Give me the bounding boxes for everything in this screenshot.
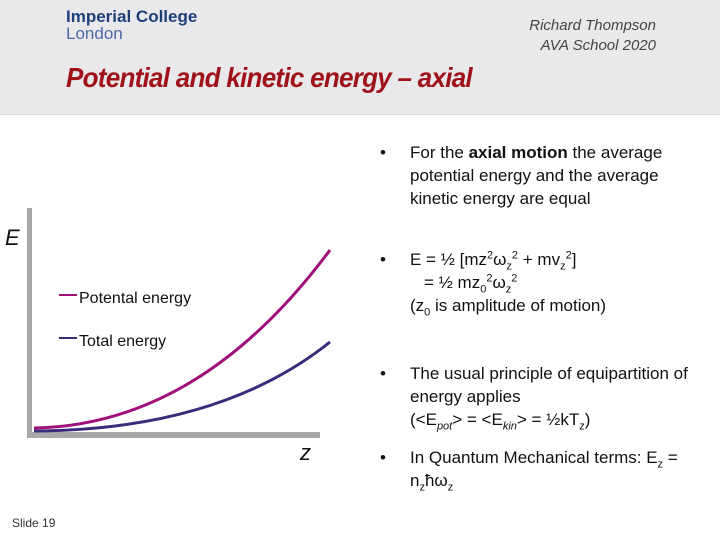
y-axis-label: E xyxy=(5,225,20,250)
author-name: Richard Thompson xyxy=(529,17,656,34)
legend-total-label: Total energy xyxy=(79,333,166,350)
slide-title: Potential and kinetic energy – axial xyxy=(66,62,473,93)
header-band xyxy=(0,0,720,115)
formula-line-3: (z0 is amplitude of motion) xyxy=(410,296,607,319)
bullet3-text: The usual principle of equipartition of … xyxy=(410,364,688,406)
bullet-axial-motion: • For the axial motion the average poten… xyxy=(380,141,710,210)
x-axis xyxy=(27,432,320,438)
formula-line-2: = ½ mz02ωz2 xyxy=(424,272,518,296)
author-block: Richard Thompson AVA School 2020 xyxy=(529,16,656,56)
slide-number: Slide 19 xyxy=(12,516,56,530)
bullet-energy-formula: • E = ½ [mz2ωz2 + mvz2] = ½ mz02ωz2 (z0 … xyxy=(380,248,710,319)
bullet-dot: • xyxy=(380,143,386,162)
bullet1-text-bold: axial motion xyxy=(468,143,568,162)
formula-line-1: E = ½ [mz2ωz2 + mvz2] xyxy=(410,249,577,273)
bullet1-text-pre: For the xyxy=(410,143,469,162)
bullet-dot: • xyxy=(380,250,386,269)
potential-energy-curve xyxy=(33,249,332,430)
bullet1-text-post: the average potential energy and the ave… xyxy=(410,143,663,208)
energy-chart: E z Potental energy Total energy xyxy=(5,208,332,465)
bullet-quantum: • In Quantum Mechanical terms: Ez = nzħω… xyxy=(380,446,710,494)
quantum-formula: In Quantum Mechanical terms: Ez = nzħωz xyxy=(410,448,678,494)
x-axis-label: z xyxy=(299,440,311,465)
legend-potential-label: Potental energy xyxy=(79,290,191,307)
logo-line-1: Imperial College xyxy=(66,7,198,26)
bullet-dot: • xyxy=(380,448,386,467)
y-axis xyxy=(27,208,32,438)
energy-formula: E = ½ [mz2ωz2 + mvz2] = ½ mz02ωz2 (z0 is… xyxy=(380,248,710,319)
imperial-college-logo: Imperial College London xyxy=(66,8,197,42)
bullet-dot: • xyxy=(380,364,386,383)
event-name: AVA School 2020 xyxy=(540,37,656,54)
logo-line-2: London xyxy=(66,24,123,43)
bullet-equipartition: • The usual principle of equipartition o… xyxy=(380,362,710,433)
total-energy-curve xyxy=(33,340,331,433)
equipartition-formula: (<Epot> = <Ekin> = ½kTz) xyxy=(410,410,591,433)
